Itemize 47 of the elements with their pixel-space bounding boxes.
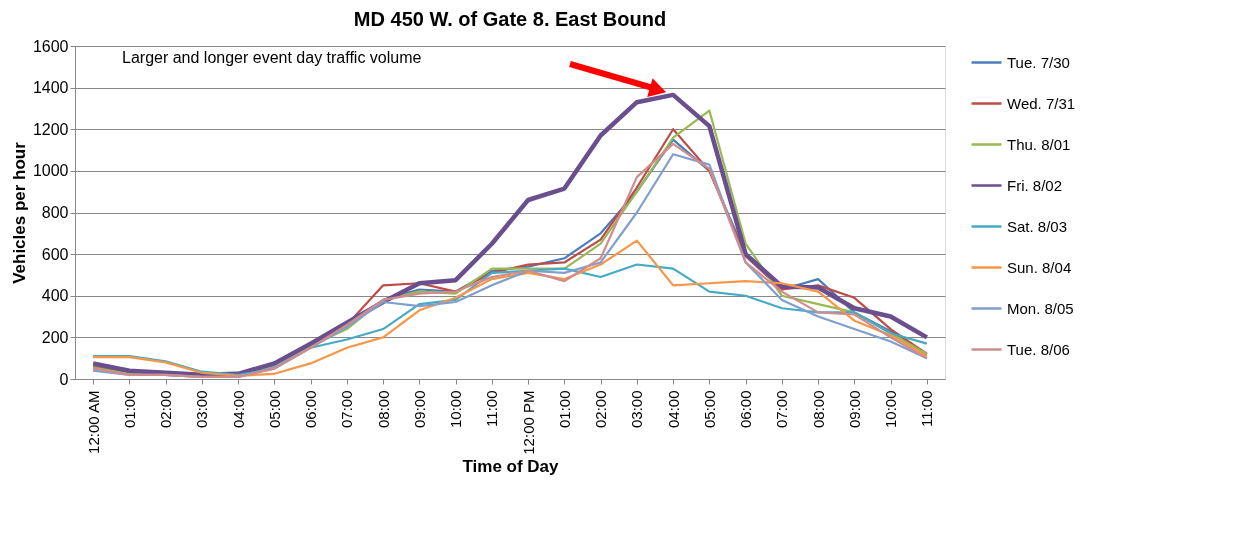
x-tick-label: 12:00 AM: [84, 390, 102, 454]
legend-label: Sun. 8/04: [1007, 258, 1072, 276]
x-tick-label: 09:00: [410, 390, 428, 429]
chart-title: MD 450 W. of Gate 8. East Bound: [353, 8, 667, 30]
y-tick-label: 800: [41, 204, 69, 221]
x-tick-label: 11:00: [483, 390, 501, 427]
y-tick-label: 1200: [32, 120, 69, 138]
x-tick-label: 02:00: [157, 390, 175, 429]
x-tick-label: 08:00: [809, 390, 827, 429]
line-series: [92, 239, 928, 377]
legend-label: Mon. 8/05: [1007, 299, 1074, 317]
line-series: [92, 263, 928, 376]
y-tick-label: 200: [41, 328, 69, 346]
y-tick-label: 600: [41, 245, 69, 263]
y-tick-label: 400: [41, 287, 69, 305]
x-tick-label: 01:00: [120, 390, 138, 429]
legend-label: Fri. 8/02: [1007, 176, 1063, 194]
x-tick-label: 02:00: [592, 390, 610, 429]
x-tick-label: 08:00: [374, 390, 392, 429]
x-tick-label: 06:00: [302, 390, 320, 429]
x-tick-label: 05:00: [265, 390, 283, 429]
x-tick-label: 07:00: [338, 390, 356, 429]
x-tick-label: 07:00: [773, 390, 791, 429]
y-axis-title: Vehicles per hour: [9, 141, 29, 284]
y-tick-label: 1600: [32, 37, 69, 55]
x-tick-label: 06:00: [737, 390, 755, 429]
y-tick-label: 1400: [32, 79, 69, 97]
x-tick-label: 09:00: [845, 390, 863, 429]
legend-label: Sat. 8/03: [1007, 217, 1068, 235]
annotation: Larger and longer event day traffic volume: [122, 49, 422, 66]
x-tick-label: 10:00: [882, 390, 900, 429]
x-tick-label: 05:00: [700, 390, 718, 429]
legend-label: Tue. 7/30: [1007, 53, 1070, 71]
legend-label: Tue. 8/06: [1007, 340, 1070, 358]
x-tick-label: 11:00: [918, 390, 936, 427]
y-tick-label: 0: [59, 370, 69, 388]
x-tick-label: 03:00: [193, 390, 211, 429]
legend-label: Wed. 7/31: [1007, 94, 1076, 112]
y-tick-label: 1000: [32, 162, 69, 180]
x-tick-label: 01:00: [555, 390, 573, 429]
x-tick-label: 04:00: [229, 390, 247, 429]
x-tick-label: 04:00: [664, 390, 682, 429]
legend-label: Thu. 8/01: [1007, 135, 1071, 153]
x-tick-label: 03:00: [628, 390, 646, 429]
x-tick-label: 12:00 PM: [519, 390, 537, 455]
x-tick-label: 10:00: [447, 390, 465, 429]
x-axis-title: Time of Day: [462, 456, 560, 476]
